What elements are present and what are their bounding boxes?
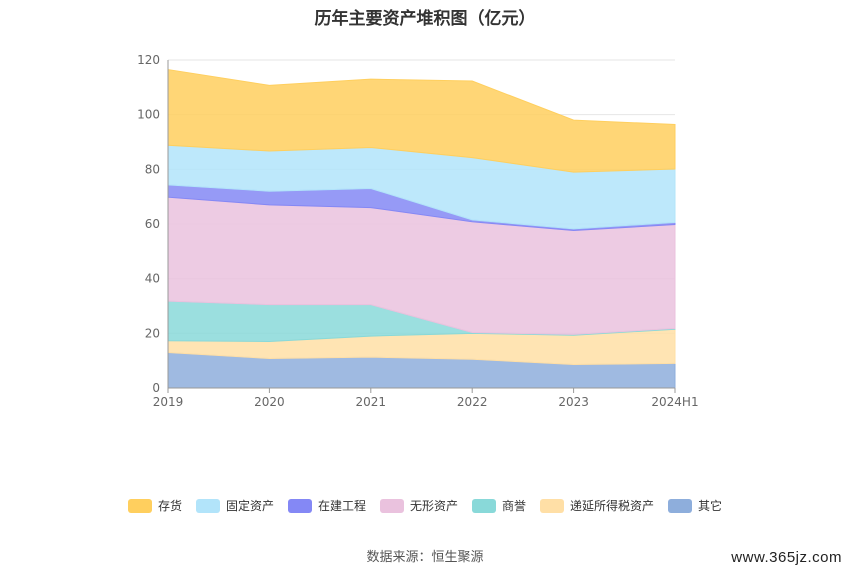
y-tick-label: 120 [137,53,160,67]
legend-item[interactable]: 无形资产 [379,497,458,514]
legend-label: 存货 [157,499,182,513]
x-tick-label: 2024H1 [651,395,698,409]
chart-title: 历年主要资产堆积图（亿元） [314,9,536,29]
legend-label: 商誉 [502,499,527,513]
y-tick-label: 100 [137,108,160,122]
legend-swatch [195,498,220,513]
x-tick-label: 2020 [254,395,285,409]
y-tick-label: 80 [145,162,160,176]
x-tick-label: 2022 [457,395,488,409]
legend-swatch [540,498,565,513]
x-tick-label: 2019 [153,395,184,409]
legend-item[interactable]: 其它 [668,497,722,514]
y-tick-label: 60 [145,217,160,231]
legend-label: 递延所得税资产 [570,499,655,513]
legend-swatch [287,498,312,513]
legend-label: 在建工程 [317,499,366,513]
legend-item[interactable]: 商誉 [472,497,526,514]
x-tick-label: 2021 [356,395,387,409]
area-存货 [167,68,676,173]
legend-label: 无形资产 [409,499,458,513]
legend-swatch [668,498,693,513]
y-tick-label: 40 [145,272,160,286]
legend-item[interactable]: 固定资产 [195,497,274,514]
legend-item[interactable]: 在建工程 [287,497,366,514]
legend-item[interactable]: 递延所得税资产 [540,497,654,514]
data-source-note: 数据来源：恒生聚源 [366,550,484,565]
y-tick-label: 20 [145,326,160,340]
chart-legend: 存货 固定资产 在建工程 无形资产 商誉 递延所得税资产 其它 [0,497,850,514]
site-watermark: www.365jz.com [731,549,842,566]
legend-label: 固定资产 [225,499,274,513]
legend-label: 其它 [698,499,723,513]
legend-swatch [127,498,152,513]
legend-item[interactable]: 存货 [127,497,182,514]
stacked-area-chart: 0 20 40 60 80 100 120 2019 2020 2021 2022 2023 2024H… [137,53,699,409]
legend-swatch [379,498,404,513]
y-tick-label: 0 [152,381,160,395]
x-tick-label: 2023 [558,395,589,409]
legend-swatch [472,498,496,513]
